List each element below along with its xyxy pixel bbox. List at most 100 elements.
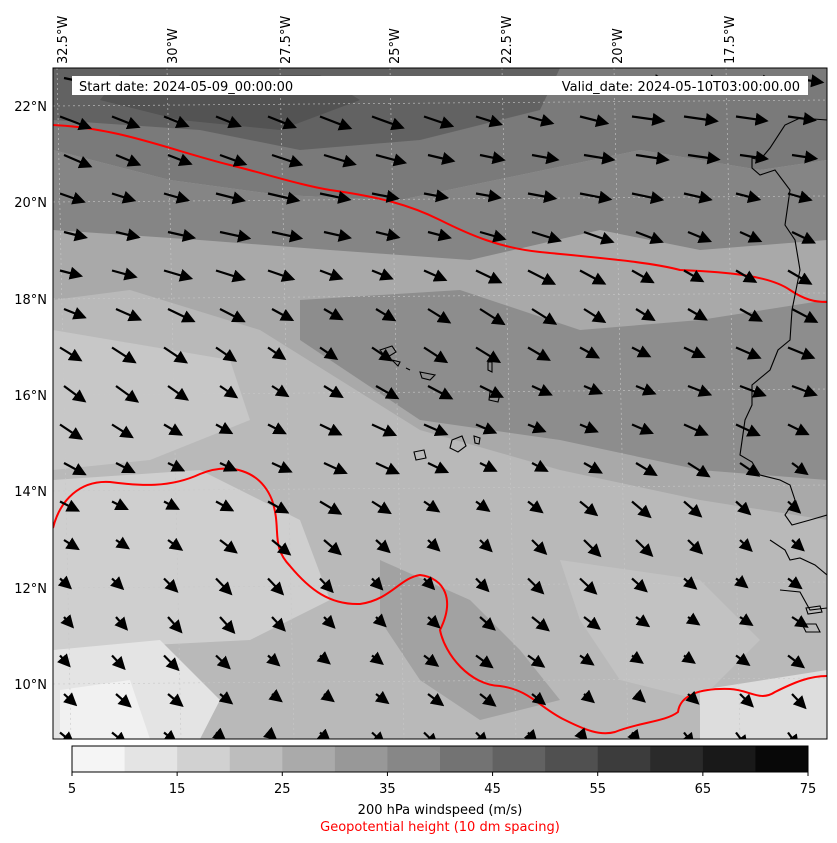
wind-vector <box>631 191 665 204</box>
lat-label: 14°N <box>14 485 47 500</box>
wind-vector <box>163 115 190 129</box>
wind-vector <box>167 459 186 472</box>
wind-vector <box>163 190 191 204</box>
wind-vector <box>268 689 283 703</box>
wind-vector <box>479 616 496 631</box>
start-date-label: Start date: 2024-05-09_00:00:00 <box>79 80 293 95</box>
wind-vector <box>631 500 652 519</box>
wind-vector <box>271 229 304 243</box>
wind-vector <box>479 229 507 243</box>
colorbar-tick-label: 15 <box>169 782 186 797</box>
wind-vector <box>271 384 290 398</box>
wind-vector <box>163 577 179 593</box>
wind-vector <box>791 231 816 244</box>
wind-vector <box>267 115 297 130</box>
wind-vector <box>215 421 234 435</box>
wind-vector <box>319 346 339 360</box>
colorbar-tick-label: 75 <box>800 782 817 797</box>
wind-vector <box>59 731 76 739</box>
wind-vector <box>114 616 129 631</box>
wind-vector <box>59 115 93 131</box>
wind-vector <box>421 576 436 591</box>
wind-vector <box>115 461 136 474</box>
wind-vector <box>635 308 656 322</box>
wind-vector <box>527 190 558 203</box>
wind-vector <box>57 653 71 668</box>
lat-label: 20°N <box>14 196 47 211</box>
wind-vector <box>635 230 664 245</box>
wind-vector <box>687 462 711 478</box>
wind-vector <box>319 190 352 204</box>
lat-label: 12°N <box>14 582 47 597</box>
wind-vector <box>111 654 126 671</box>
wind-vector <box>635 151 670 165</box>
wind-vector <box>59 499 81 512</box>
wind-vector <box>63 153 93 169</box>
valid-date-label: Valid_date: 2024-05-10T03:00:00.00 <box>562 80 800 95</box>
map-panel: Start date: 2024-05-09_00:00:00 Valid_da… <box>53 68 827 739</box>
wind-vector <box>267 346 287 361</box>
wind-vector <box>738 613 754 627</box>
parallel-line <box>53 99 827 107</box>
wind-vector <box>215 346 238 362</box>
wind-vector <box>683 346 706 359</box>
colorbar-swatch <box>72 746 126 772</box>
wind-vector <box>371 268 394 281</box>
wind-vector <box>163 268 194 282</box>
wind-vector <box>791 462 809 476</box>
lon-label: 25°W <box>388 28 403 64</box>
cape-verde-islands <box>379 345 823 633</box>
wind-vector <box>583 382 604 396</box>
wind-vector <box>527 421 547 434</box>
wind-vector <box>685 690 700 705</box>
africa-coast <box>739 117 827 526</box>
wind-vector <box>63 385 87 403</box>
wind-vector <box>687 308 708 321</box>
colorbar-tick-label: 65 <box>695 782 712 797</box>
wind-vector <box>111 190 137 204</box>
wind-vector <box>426 537 441 552</box>
wind-vector <box>687 539 704 555</box>
wind-vector <box>583 230 615 245</box>
colorbar-tick-label: 35 <box>379 782 396 797</box>
wind-vector <box>115 228 141 242</box>
wind-vector <box>219 459 238 472</box>
wind-vector <box>423 189 450 203</box>
wind-vector <box>683 576 698 590</box>
wind-vector <box>372 613 387 628</box>
wind-vector <box>271 153 304 168</box>
wind-vector <box>475 269 503 284</box>
wind-vector <box>215 499 235 512</box>
wind-vector <box>738 538 753 553</box>
wind-vector <box>635 462 658 477</box>
wind-vector <box>580 689 595 704</box>
wind-vector <box>475 189 502 203</box>
colorbar-swatch <box>177 746 231 772</box>
wind-vector <box>787 576 803 590</box>
wind-vector <box>734 731 749 739</box>
wind-vector <box>739 230 763 243</box>
colorbar-swatch <box>650 746 704 772</box>
wind-vector <box>687 151 721 165</box>
colorbar-frame <box>71 745 809 773</box>
wind-vector <box>271 461 293 474</box>
wind-vector <box>375 228 401 242</box>
wind-vector <box>629 650 644 664</box>
wind-vector <box>323 153 357 168</box>
wind-vector <box>527 113 555 127</box>
lat-label: 22°N <box>14 100 47 115</box>
wind-vector <box>527 577 545 595</box>
wind-vector <box>371 423 398 437</box>
parallel-line <box>53 677 827 685</box>
wind-vector <box>167 228 197 242</box>
wind-vector <box>271 616 286 632</box>
wind-vector <box>423 423 449 436</box>
wind-vector <box>631 112 666 126</box>
wind-vector <box>111 267 138 281</box>
wind-vector <box>791 615 809 628</box>
wind-vector <box>218 691 234 705</box>
wind-vector <box>583 151 616 165</box>
wind-vector <box>687 384 713 397</box>
wind-vector <box>111 346 137 364</box>
wind-vector <box>375 462 400 475</box>
